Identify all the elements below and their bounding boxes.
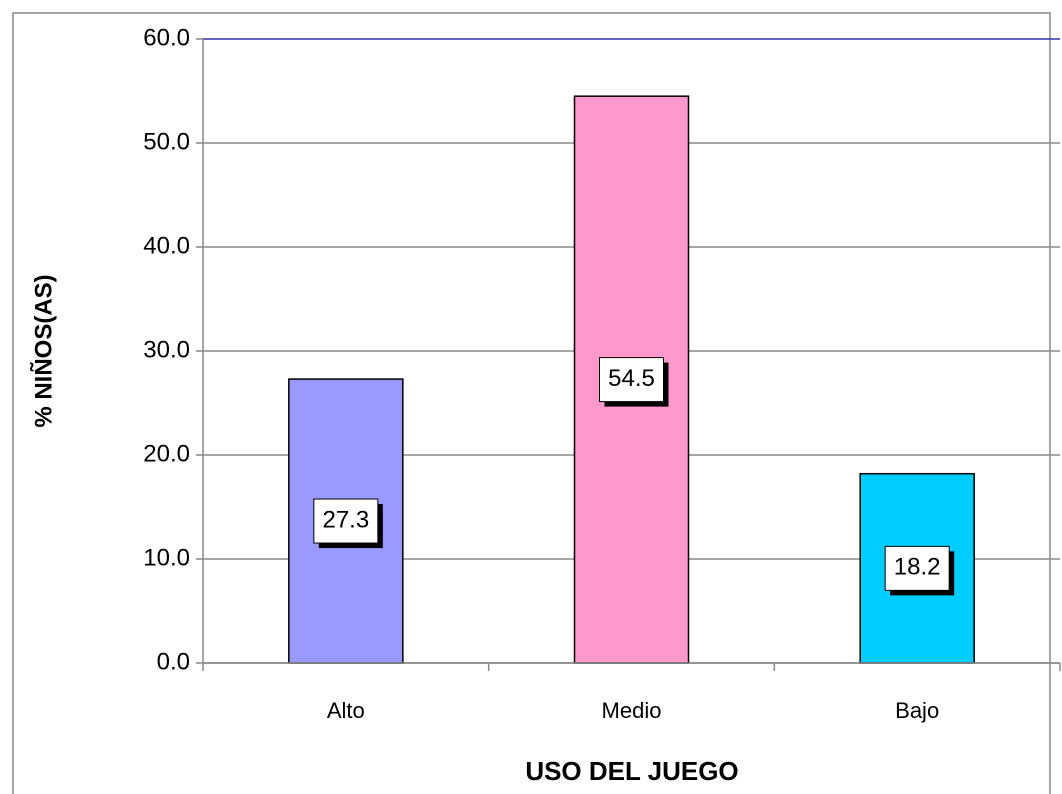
y-tick-label: 60.0 xyxy=(143,24,190,51)
x-tick-label: Bajo xyxy=(895,698,939,723)
data-label-box xyxy=(884,545,950,591)
y-tick-label: 20.0 xyxy=(143,440,190,467)
data-label-box xyxy=(599,357,664,403)
y-tick-label: 30.0 xyxy=(143,336,190,363)
y-tick-label: 0.0 xyxy=(157,648,190,675)
data-label-box xyxy=(313,498,379,544)
x-tick-label: Medio xyxy=(602,698,662,723)
data-label: 27.3 xyxy=(322,506,369,533)
y-tick-label: 50.0 xyxy=(143,128,190,155)
data-label: 18.2 xyxy=(894,554,941,581)
x-tick-label: Alto xyxy=(327,698,365,723)
data-label: 54.5 xyxy=(608,365,655,392)
x-axis-title: USO DEL JUEGO xyxy=(525,756,738,786)
y-axis-title: % NIÑOS(AS) xyxy=(29,274,57,427)
y-tick-label: 40.0 xyxy=(143,232,190,259)
y-tick-label: 10.0 xyxy=(143,544,190,571)
